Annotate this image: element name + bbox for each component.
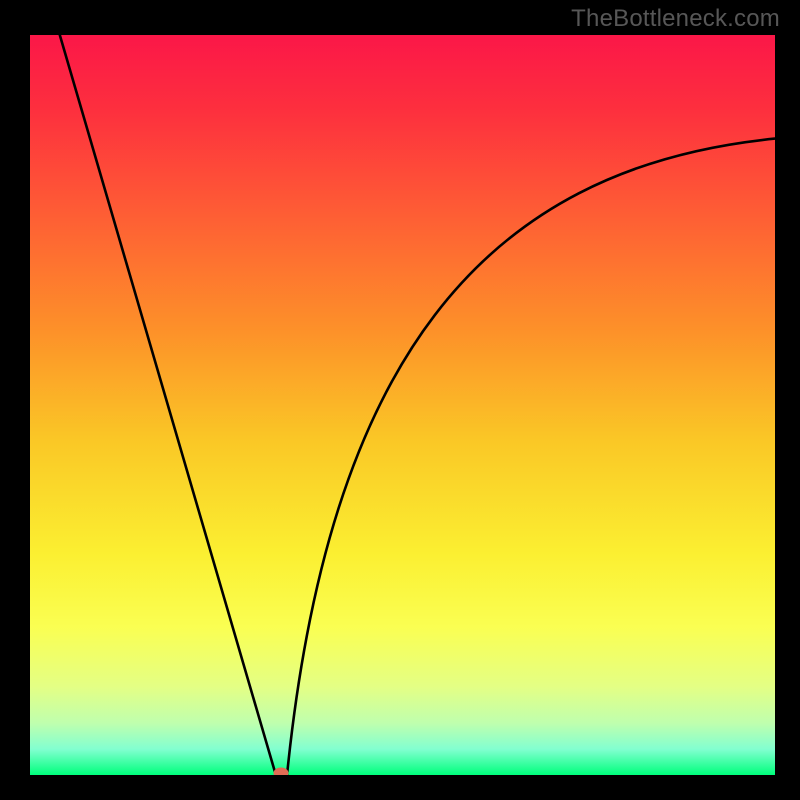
outer-frame bbox=[0, 0, 800, 800]
watermark-text: TheBottleneck.com bbox=[571, 5, 780, 33]
plot-area bbox=[30, 35, 775, 775]
curve-path bbox=[60, 35, 775, 775]
minimum-marker bbox=[274, 767, 289, 775]
bottleneck-curve bbox=[30, 35, 775, 775]
